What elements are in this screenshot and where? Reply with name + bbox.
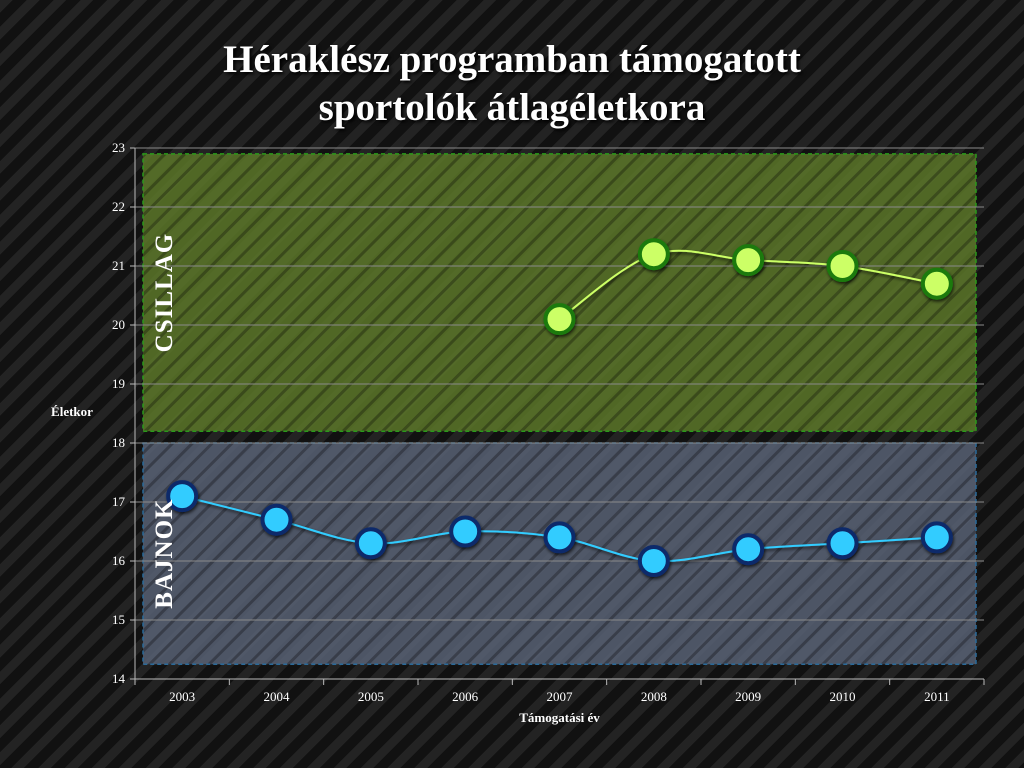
data-point-bajnok [354, 527, 387, 560]
series-points [166, 238, 953, 577]
y-axis-title: Életkor [51, 404, 93, 419]
data-point-bajnok [920, 521, 953, 554]
x-tick-label: 2008 [641, 689, 667, 704]
y-tick-label: 21 [112, 258, 125, 273]
y-tick-label: 17 [112, 494, 126, 509]
data-point-bajnok [826, 527, 859, 560]
data-point-bajnok [449, 515, 482, 548]
data-point-csillag [732, 244, 765, 277]
x-tick-label: 2004 [264, 689, 291, 704]
data-point-csillag [543, 303, 576, 336]
y-tick-label: 15 [112, 612, 125, 627]
data-point-csillag [637, 238, 670, 271]
x-tick-label: 2011 [924, 689, 950, 704]
y-tick-label: 20 [112, 317, 125, 332]
x-tick-label: 2007 [547, 689, 574, 704]
y-tick-label: 19 [112, 376, 125, 391]
x-tick-label: 2009 [735, 689, 761, 704]
x-tick-label: 2010 [830, 689, 856, 704]
data-point-bajnok [543, 521, 576, 554]
band-hatch-csillag [143, 153, 976, 432]
data-point-bajnok [732, 533, 765, 566]
y-tick-label: 22 [112, 199, 125, 214]
chart-title-line-1: Héraklész programban támogatott [223, 38, 801, 81]
band-labels: CSILLAG BAJNOK [151, 233, 178, 609]
band-border-csillag [142, 153, 977, 432]
x-tick-label: 2006 [452, 689, 479, 704]
band-label-bajnok: BAJNOK [151, 499, 178, 609]
y-tick-label: 23 [112, 140, 125, 155]
x-tick-label: 2003 [169, 689, 195, 704]
y-tick-label: 16 [112, 553, 126, 568]
data-point-bajnok [166, 480, 199, 513]
band-group [142, 153, 977, 665]
x-tick-label: 2005 [358, 689, 384, 704]
y-tick-label: 14 [112, 671, 126, 686]
data-point-csillag [920, 267, 953, 300]
band-label-csillag: CSILLAG [151, 233, 178, 353]
data-point-bajnok [260, 503, 293, 536]
chart-title: Héraklész programban támogatott sportoló… [0, 36, 1024, 132]
chart-title-line-2: sportolók átlagéletkora [318, 86, 706, 129]
axes: 14 15 16 17 18 19 20 21 22 23 2003 2004 2005 2006 2007… [112, 140, 985, 704]
y-tick-label: 18 [112, 435, 125, 450]
x-axis-title: Támogatási év [519, 710, 600, 725]
data-point-csillag [826, 250, 859, 282]
data-point-bajnok [637, 545, 670, 577]
